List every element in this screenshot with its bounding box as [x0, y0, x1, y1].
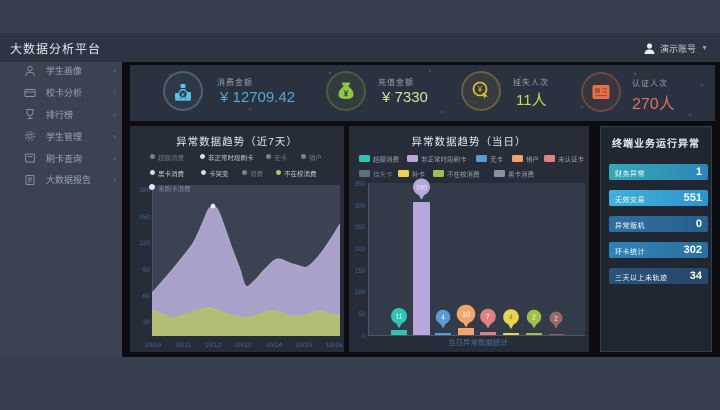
svg-text:不在校消费: 不在校消费 — [447, 170, 480, 179]
svg-text:150: 150 — [139, 214, 150, 221]
svg-text:2: 2 — [532, 315, 536, 322]
svg-text:4: 4 — [509, 315, 513, 322]
svg-text:250: 250 — [355, 225, 366, 231]
svg-text:黑卡消费: 黑卡消费 — [508, 170, 535, 179]
svg-text:挂失卡: 挂失卡 — [373, 170, 393, 179]
svg-text:30: 30 — [143, 319, 151, 326]
svg-text:11: 11 — [395, 314, 402, 321]
svg-text:330: 330 — [416, 185, 427, 192]
svg-text:180: 180 — [139, 187, 150, 194]
svg-text:150: 150 — [355, 269, 366, 275]
svg-text:200: 200 — [355, 247, 366, 253]
svg-text:未认证卡: 未认证卡 — [558, 155, 585, 164]
svg-text:补卡: 补卡 — [412, 170, 426, 179]
svg-text:50: 50 — [358, 312, 365, 318]
svg-text:¥: ¥ — [181, 92, 185, 99]
svg-text:10/11: 10/11 — [175, 342, 191, 349]
svg-text:销户: 销户 — [526, 155, 539, 164]
svg-text:300: 300 — [355, 204, 366, 210]
svg-text:100: 100 — [355, 290, 366, 296]
svg-text:90: 90 — [143, 267, 151, 274]
svg-text:0: 0 — [362, 334, 366, 340]
svg-text:10/10: 10/10 — [145, 342, 162, 349]
svg-text:超额消费: 超额消费 — [373, 155, 400, 164]
svg-text:10/15: 10/15 — [296, 342, 313, 349]
svg-text:120: 120 — [139, 240, 150, 247]
svg-text:4: 4 — [441, 315, 445, 322]
svg-text:¥: ¥ — [477, 85, 483, 94]
svg-text:2: 2 — [554, 316, 558, 323]
svg-text:7: 7 — [486, 314, 490, 321]
svg-text:¥: ¥ — [344, 90, 349, 99]
svg-text:10: 10 — [462, 310, 470, 319]
svg-text:10/16: 10/16 — [326, 342, 343, 349]
svg-text:当日异常数据统计: 当日异常数据统计 — [448, 337, 508, 347]
svg-text:350: 350 — [355, 182, 366, 188]
svg-text:10/14: 10/14 — [266, 342, 283, 349]
svg-text:10/12: 10/12 — [205, 342, 222, 349]
svg-text:10/13: 10/13 — [235, 342, 252, 349]
svg-text:无卡: 无卡 — [490, 155, 504, 164]
svg-text:60: 60 — [143, 293, 151, 300]
svg-text:非正常时段刷卡: 非正常时段刷卡 — [421, 155, 467, 164]
